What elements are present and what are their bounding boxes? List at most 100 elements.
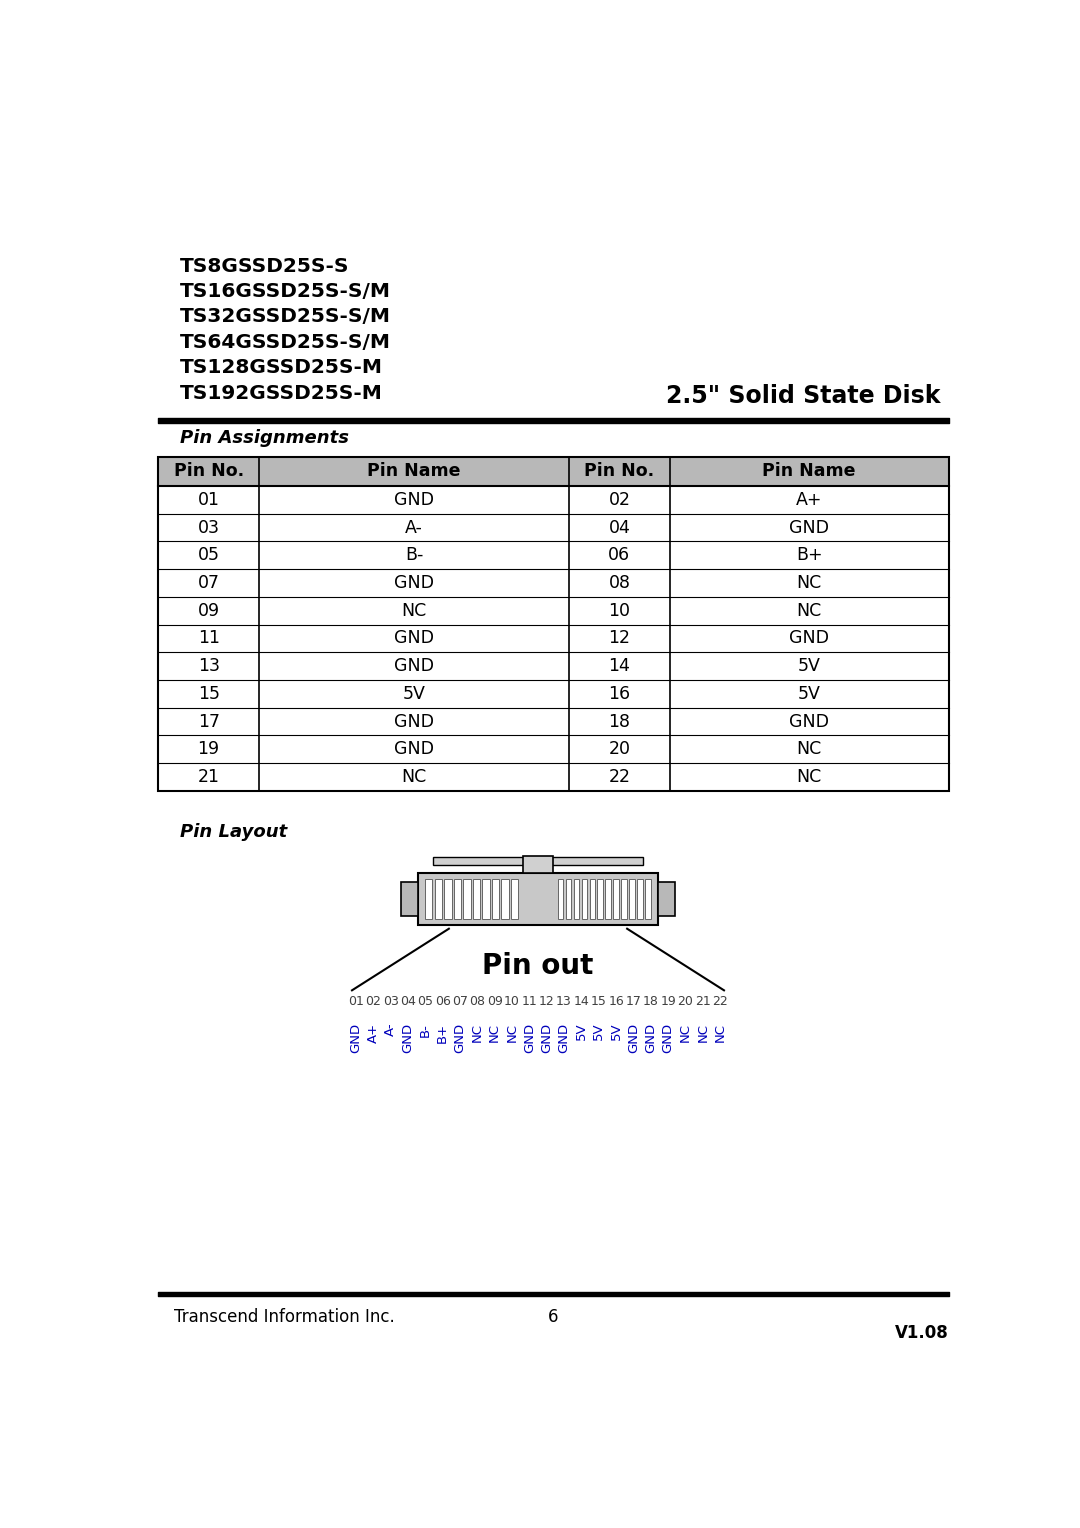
Text: 11: 11 [522,995,537,1008]
Text: A-: A- [384,1022,397,1036]
Text: 06: 06 [434,995,450,1008]
Text: 21: 21 [198,769,219,785]
Text: 17: 17 [625,995,642,1008]
Text: V1.08: V1.08 [895,1325,948,1343]
Text: 08: 08 [608,575,631,591]
Text: 13: 13 [556,995,572,1008]
Text: 10: 10 [504,995,519,1008]
Bar [418,872,658,924]
Bar [433,857,643,865]
Text: Pin No.: Pin No. [174,463,244,480]
Text: 16: 16 [608,995,624,1008]
Text: GND: GND [394,657,434,675]
Text: 06: 06 [608,547,631,564]
Text: 02: 02 [365,995,381,1008]
Text: GND: GND [789,712,829,730]
Text: NC: NC [488,1022,501,1042]
Text: 18: 18 [643,995,659,1008]
Text: 04: 04 [400,995,416,1008]
Text: GND: GND [402,1022,415,1053]
Bar [501,879,509,918]
Text: 17: 17 [198,712,219,730]
Bar [590,879,595,918]
Text: NC: NC [471,1022,484,1042]
Text: B-: B- [419,1022,432,1036]
Text: B+: B+ [796,547,823,564]
Text: GND: GND [557,1022,570,1053]
Text: Pin Name: Pin Name [367,463,461,480]
Text: GND: GND [394,575,434,591]
Bar [630,879,635,918]
Text: 03: 03 [198,518,219,536]
Bar [483,879,489,918]
Text: 5V: 5V [592,1022,605,1041]
Text: 01: 01 [348,995,364,1008]
Text: 20: 20 [608,740,631,758]
Bar [645,879,651,918]
Text: NC: NC [714,1022,727,1042]
Text: A-: A- [405,518,423,536]
Text: 02: 02 [608,490,631,509]
Text: A+: A+ [367,1022,380,1042]
Text: GND: GND [523,1022,536,1053]
Text: 12: 12 [608,630,631,648]
Text: 05: 05 [417,995,433,1008]
Text: 15: 15 [591,995,607,1008]
Text: NC: NC [402,602,427,620]
Text: B-: B- [405,547,423,564]
Text: NC: NC [797,575,822,591]
Bar [606,879,611,918]
Text: NC: NC [505,1022,518,1042]
Text: 5V: 5V [609,1022,622,1041]
Bar [401,882,418,915]
Text: GND: GND [394,630,434,648]
Text: TS32GSSD25S-S/M: TS32GSSD25S-S/M [180,307,391,327]
Text: GND: GND [789,630,829,648]
Text: TS64GSSD25S-S/M: TS64GSSD25S-S/M [180,333,391,351]
Text: GND: GND [394,490,434,509]
Text: TS8GSSD25S-S: TS8GSSD25S-S [180,257,350,275]
Text: GND: GND [394,740,434,758]
Text: 6: 6 [549,1308,558,1326]
Text: GND: GND [349,1022,363,1053]
Text: 09: 09 [487,995,502,1008]
Bar [511,879,518,918]
Bar [444,879,451,918]
Bar [463,879,471,918]
Text: 07: 07 [451,995,468,1008]
Bar [159,457,948,792]
Text: NC: NC [797,740,822,758]
Text: 5V: 5V [798,657,821,675]
Bar [613,879,619,918]
Text: NC: NC [402,769,427,785]
Text: 07: 07 [198,575,219,591]
Bar [582,879,588,918]
Text: NC: NC [797,602,822,620]
Text: A+: A+ [796,490,823,509]
Text: 16: 16 [608,685,631,703]
Text: GND: GND [394,712,434,730]
Text: GND: GND [789,518,829,536]
Text: NC: NC [797,769,822,785]
Text: TS192GSSD25S-M: TS192GSSD25S-M [180,384,382,402]
Text: 2.5" Solid State Disk: 2.5" Solid State Disk [666,384,941,408]
Text: 20: 20 [677,995,693,1008]
Text: 18: 18 [608,712,631,730]
Bar [658,882,675,915]
Text: TS128GSSD25S-M: TS128GSSD25S-M [180,358,383,377]
Bar [566,879,571,918]
Bar [637,879,643,918]
Bar [426,879,432,918]
Bar [557,879,564,918]
Text: 5V: 5V [403,685,426,703]
Text: 22: 22 [608,769,631,785]
Bar [159,457,948,486]
Text: GND: GND [540,1022,553,1053]
Bar [473,879,481,918]
Text: GND: GND [454,1022,467,1053]
Bar [597,879,603,918]
Text: 19: 19 [660,995,676,1008]
Text: 15: 15 [198,685,219,703]
Text: 09: 09 [198,602,219,620]
Text: 01: 01 [198,490,219,509]
